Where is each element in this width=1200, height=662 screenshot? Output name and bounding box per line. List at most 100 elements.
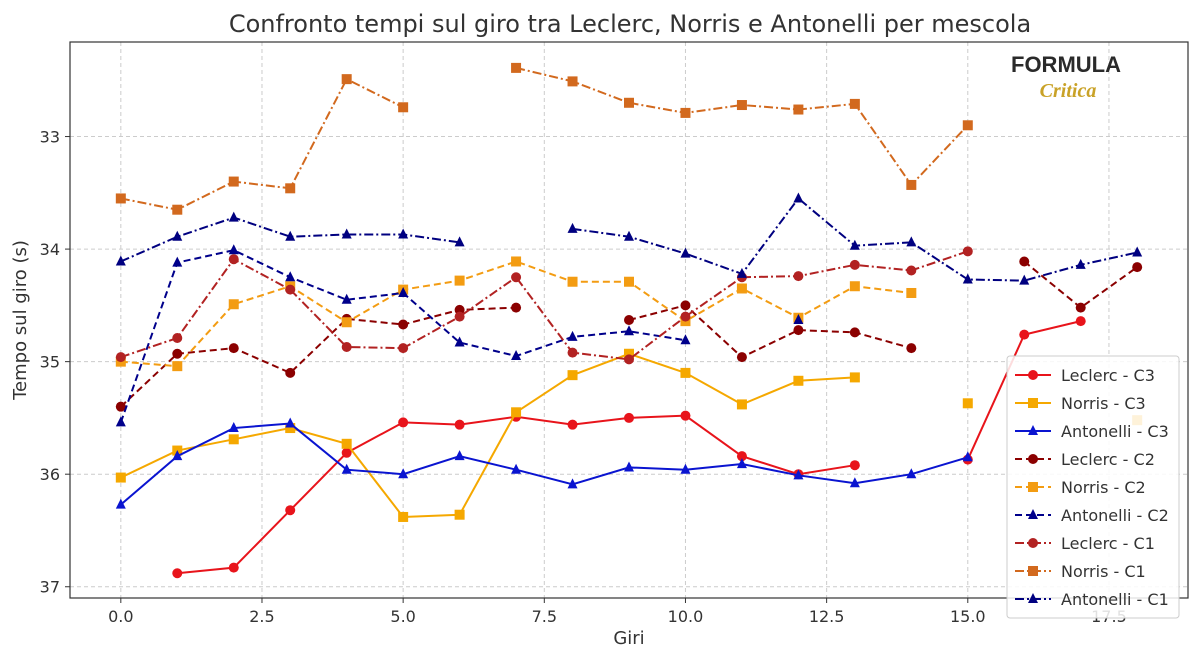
data-point [849,239,860,250]
data-point [624,97,634,108]
legend-marker [1028,425,1038,435]
data-point [624,412,634,423]
data-point [454,450,465,461]
data-point [398,417,409,428]
data-point [511,350,522,361]
data-point [398,511,409,522]
legend-marker [1028,482,1038,492]
series-line [628,304,912,359]
data-point [454,311,465,322]
x-tick-label: 15.0 [950,607,986,626]
data-point [285,183,296,194]
data-point [906,265,917,276]
data-point [285,505,296,516]
data-point [398,102,409,113]
data-point [398,228,409,239]
data-point [172,333,183,344]
data-point [567,419,578,430]
data-point [849,259,860,270]
data-point [511,407,522,418]
legend-label: Leclerc - C2 [1061,450,1155,469]
legend-label: Norris - C2 [1061,478,1146,497]
data-point [228,176,239,187]
data-point [172,230,183,241]
data-point [454,275,465,286]
data-point [228,562,239,573]
series-leclerc-c1 [115,246,973,365]
data-point [172,361,183,372]
data-point [228,434,239,445]
series-line [120,250,969,361]
x-tick-label: 10.0 [668,607,704,626]
data-point [285,417,296,428]
series-leclerc-c3 [172,316,1086,579]
data-point [962,273,973,284]
legend-label: Leclerc - C3 [1061,366,1155,385]
data-point [962,120,973,131]
data-point [1075,258,1086,269]
data-point [1019,274,1030,285]
y-tick-label: 36 [40,465,60,484]
data-point [793,469,804,480]
data-point [1019,256,1030,267]
legend-marker [1028,370,1038,380]
data-point [793,375,804,386]
data-point [172,256,183,267]
y-tick-label: 37 [40,578,60,597]
x-tick-label: 2.5 [249,607,274,626]
legend-label: Antonelli - C3 [1061,422,1169,441]
data-point [624,276,634,287]
legend-label: Norris - C1 [1061,562,1146,581]
data-point [624,354,634,365]
data-point [567,222,578,233]
data-point [511,463,522,474]
legend-marker [1028,538,1038,548]
legend-marker [1028,509,1038,519]
data-point [341,228,352,239]
watermark-line1: FORMULA [1011,52,1121,77]
x-axis-label: Giri [613,628,644,649]
data-point [115,472,126,483]
data-point [906,468,917,479]
data-point [849,281,860,292]
data-point [115,193,126,204]
data-point [680,247,691,258]
data-point [567,76,578,87]
data-point [454,336,465,347]
data-point [228,244,239,255]
data-point [1019,329,1030,340]
data-point [624,461,634,472]
legend-label: Antonelli - C1 [1061,590,1169,609]
series-norris-c3 [115,348,1143,522]
data-point [736,458,747,469]
series-leclerc-c2 [115,256,1143,412]
legend-label: Leclerc - C1 [1061,534,1155,553]
data-point [398,286,409,297]
data-point [285,230,296,241]
y-tick-label: 33 [40,128,60,147]
data-point [285,271,296,282]
data-point [624,348,634,359]
y-tick-label: 35 [40,353,60,372]
data-point [624,325,634,336]
data-point [736,399,747,410]
axis-ticks: 0.02.55.07.510.012.515.017.53334353637 [40,128,1127,626]
data-point [228,299,239,310]
data-point [793,104,804,115]
series-antonelli-c2 [115,244,804,427]
data-point [567,276,578,287]
data-point [115,416,126,427]
data-point [172,450,183,461]
data-point [736,352,747,363]
data-point [511,272,522,283]
data-point [341,463,352,474]
data-point [624,315,634,325]
data-point [341,293,352,304]
series-line [515,66,969,187]
data-point [398,343,409,354]
data-point [624,230,634,241]
series-antonelli-c1 [115,192,1143,285]
data-point [736,451,747,462]
watermark-line2: Critica [1040,80,1097,102]
data-point [680,311,691,322]
